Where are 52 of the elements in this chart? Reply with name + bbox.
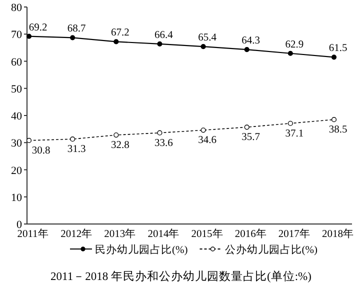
data-label: 37.1 xyxy=(285,128,304,140)
data-label: 34.6 xyxy=(198,135,216,146)
point xyxy=(157,41,162,46)
data-label: 31.3 xyxy=(67,144,86,156)
data-label: 33.6 xyxy=(154,138,173,149)
point xyxy=(244,47,250,52)
y-tick-label: 10 xyxy=(11,192,22,204)
data-label: 67.2 xyxy=(110,28,130,39)
point xyxy=(70,35,76,40)
point xyxy=(331,54,337,60)
x-tick-label: 2011年 xyxy=(17,228,49,240)
legend-label: 公办幼儿园占比(%) xyxy=(224,243,318,256)
data-label: 38.5 xyxy=(328,124,348,136)
point xyxy=(114,132,119,138)
point xyxy=(26,34,32,39)
point xyxy=(70,136,76,142)
data-label: 66.4 xyxy=(154,30,174,41)
data-label: 30.8 xyxy=(32,145,50,156)
data-label: 69.2 xyxy=(28,22,48,34)
y-tick-label: 0 xyxy=(16,219,22,231)
data-label: 35.7 xyxy=(242,132,260,144)
x-tick-label: 2012年 xyxy=(60,228,93,240)
data-label: 64.3 xyxy=(242,36,260,47)
y-tick-label: 40 xyxy=(11,110,22,122)
x-tick-label: 2015年 xyxy=(191,228,224,240)
text: 2011－2018 年民办和公办幼儿园数量占比(单位:%) xyxy=(50,270,312,283)
x-tick-label: 2013年 xyxy=(104,228,136,240)
data-label: 68.7 xyxy=(67,24,86,35)
x-tick-label: 2017年 xyxy=(278,228,310,240)
y-tick-label: 30 xyxy=(11,138,22,150)
data-label: 65.4 xyxy=(198,32,218,44)
data-label: 61.5 xyxy=(328,43,348,54)
point xyxy=(200,128,206,133)
x-tick-label: 2016年 xyxy=(234,228,267,240)
y-tick-label: 80 xyxy=(11,2,22,14)
point xyxy=(331,117,337,122)
point xyxy=(26,138,32,144)
legend-label: 民办幼儿园占比(%) xyxy=(95,243,188,256)
point xyxy=(157,130,162,136)
y-tick-label: 70 xyxy=(11,29,22,42)
y-tick-label: 20 xyxy=(11,164,22,177)
y-tick-label: 50 xyxy=(11,83,22,96)
data-label: 32.8 xyxy=(110,140,130,152)
data-label: 62.9 xyxy=(285,39,304,50)
point xyxy=(288,120,293,126)
point xyxy=(244,124,250,130)
y-tick-label: 60 xyxy=(11,56,22,68)
x-tick-label: 2018年 xyxy=(322,228,354,240)
point xyxy=(114,39,119,44)
x-tick-label: 2014年 xyxy=(148,228,180,240)
point xyxy=(200,44,206,50)
point xyxy=(288,50,293,56)
